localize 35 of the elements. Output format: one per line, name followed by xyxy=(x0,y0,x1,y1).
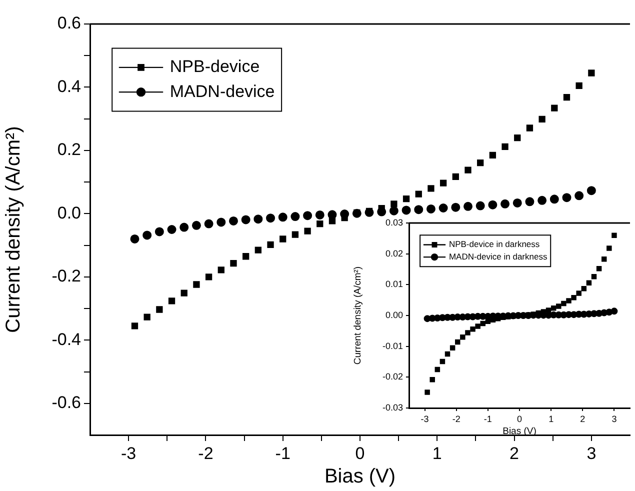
x-tick-label: -1 xyxy=(275,444,290,463)
y-tick-label: -0.6 xyxy=(52,393,81,412)
y-tick-label: 0.02 xyxy=(385,248,403,258)
x-tick-label: -3 xyxy=(121,444,136,463)
x-tick-label: -2 xyxy=(198,444,214,463)
y-tick-label: 0.00 xyxy=(385,310,403,320)
legend-label: MADN-device in darkness xyxy=(448,251,548,262)
y-tick-label: -0.03 xyxy=(382,402,403,412)
legend-label: NPB-device xyxy=(170,57,260,76)
y-tick-label: 0.0 xyxy=(57,203,81,222)
y-tick-label: -0.4 xyxy=(52,330,81,349)
y-tick-label: 0.6 xyxy=(57,14,81,33)
x-axis-title: Bias (V) xyxy=(324,466,396,488)
y-tick-label: 0.01 xyxy=(385,279,403,290)
x-tick-label: 2 xyxy=(580,414,586,424)
x-tick-label: -3 xyxy=(420,414,429,424)
y-axis-title: Current density (A/cm²) xyxy=(2,126,25,333)
legend-label: NPB-device in darkness xyxy=(448,239,540,250)
y-tick-label: -0.02 xyxy=(382,372,403,382)
x-tick-label: 1 xyxy=(432,444,442,463)
x-tick-label: 3 xyxy=(612,414,617,424)
x-tick-label: -1 xyxy=(484,414,492,424)
y-tick-label: -0.01 xyxy=(382,340,403,351)
x-tick-label: -2 xyxy=(452,414,460,424)
y-axis-title: Current density (A/cm²) xyxy=(352,266,364,365)
legend-label: MADN-device xyxy=(170,82,275,101)
x-tick-label: 0 xyxy=(516,414,522,424)
x-tick-label: 0 xyxy=(355,444,365,463)
x-tick-label: 1 xyxy=(548,414,554,424)
y-tick-label: -0.2 xyxy=(52,266,81,286)
y-tick-label: 0.2 xyxy=(57,140,81,160)
x-tick-label: 2 xyxy=(510,444,520,463)
y-tick-label: 0.4 xyxy=(57,76,81,96)
x-tick-label: 3 xyxy=(586,444,596,463)
y-tick-label: 0.03 xyxy=(385,217,403,228)
